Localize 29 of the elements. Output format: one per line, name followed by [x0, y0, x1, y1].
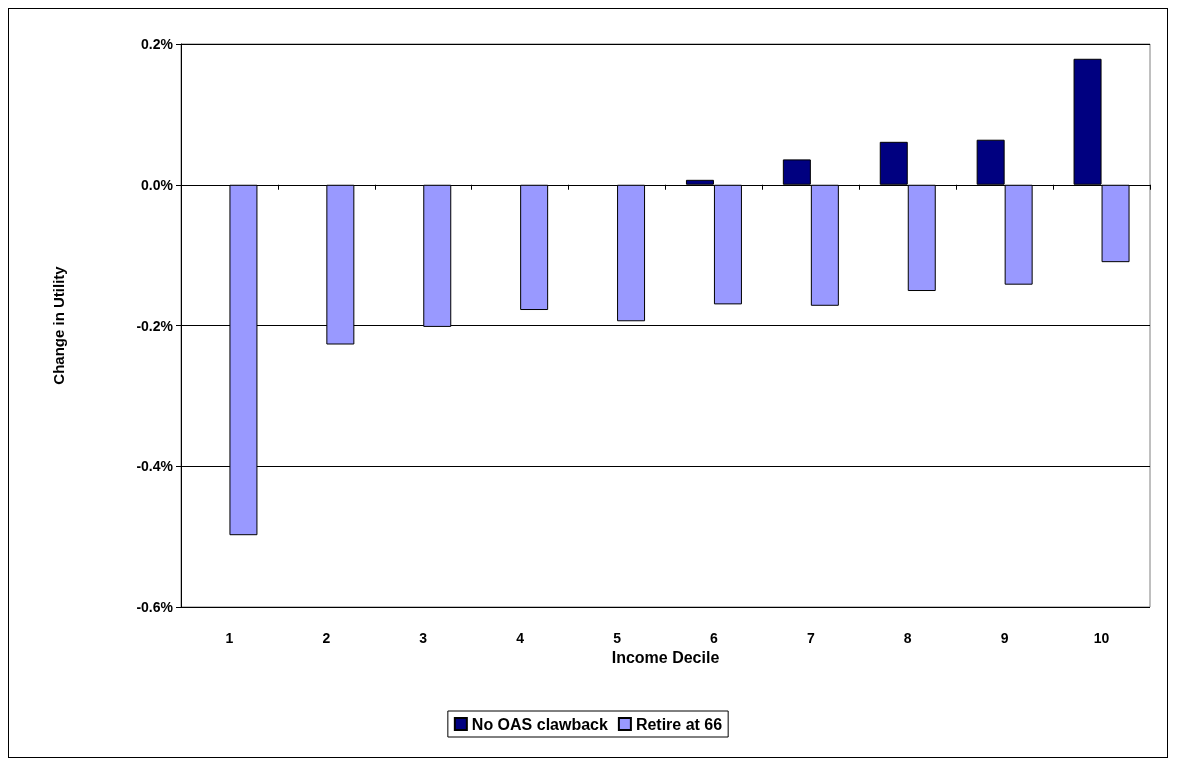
bar	[782, 159, 811, 185]
bar	[617, 184, 646, 322]
y-tick-label: 0.0%	[141, 176, 174, 193]
bar	[1004, 184, 1033, 285]
x-tick-label: 6	[710, 630, 719, 646]
x-tick-label: 1	[225, 630, 234, 646]
x-tick-label: 10	[1093, 630, 1110, 646]
x-tick-label: 3	[419, 630, 428, 646]
bar	[976, 139, 1005, 185]
bar	[907, 184, 936, 292]
y-axis-title: Change in Utility	[50, 265, 67, 385]
bar	[879, 141, 908, 185]
x-tick-label: 4	[516, 630, 525, 646]
legend-label: No OAS clawback	[471, 715, 608, 733]
x-tick-label: 8	[903, 630, 912, 646]
x-axis-title: Income Decile	[611, 649, 720, 667]
x-tick-label: 7	[806, 630, 815, 646]
y-tick-label: -0.2%	[136, 317, 174, 334]
bar	[713, 184, 742, 305]
x-tick-label: 2	[322, 630, 331, 646]
bar	[685, 179, 714, 185]
y-tick-label: 0.2%	[141, 36, 174, 52]
bar	[520, 184, 549, 311]
bar	[810, 184, 839, 306]
x-tick-label: 5	[613, 630, 622, 646]
x-tick-label: 9	[1000, 630, 1009, 646]
y-tick-label: -0.4%	[136, 458, 174, 475]
y-tick-label: -0.6%	[136, 599, 174, 615]
legend-label: Retire at 66	[635, 715, 723, 733]
